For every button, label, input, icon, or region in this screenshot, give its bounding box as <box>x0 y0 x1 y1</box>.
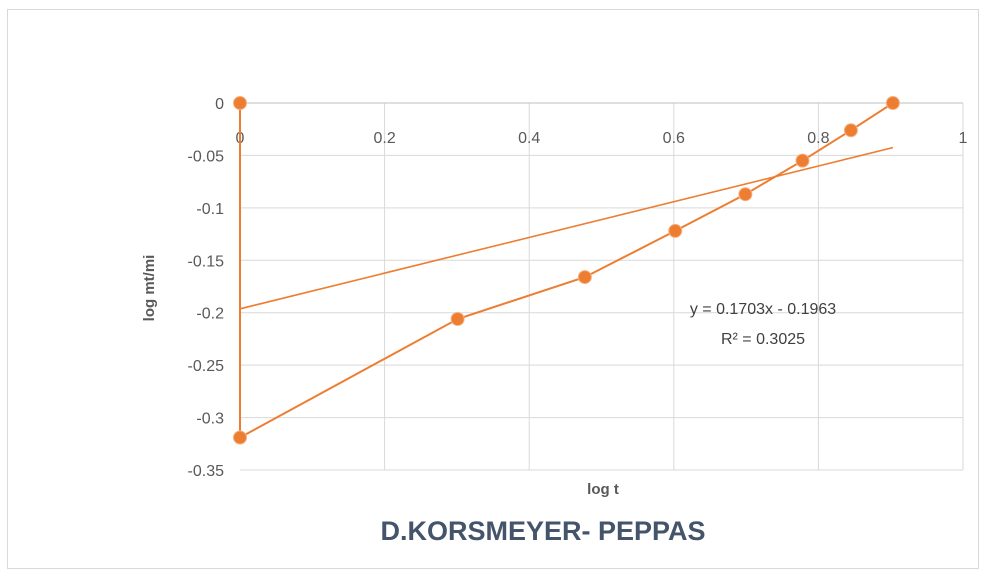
axes <box>240 102 963 471</box>
data-point <box>843 123 858 138</box>
y-tick-label: -0.2 <box>196 306 224 323</box>
chart-svg: 0 0.2 0.4 0.6 0.8 1 0 -0.05 -0.1 -0.15 -0.2 -0.25 -… <box>141 96 968 546</box>
data-point <box>885 96 900 110</box>
series-line <box>239 102 894 440</box>
y-tick-label: -0.35 <box>188 463 225 480</box>
data-point <box>577 270 592 285</box>
data-point <box>450 312 465 327</box>
y-tick-label: -0.15 <box>188 253 225 270</box>
data-point <box>233 430 247 445</box>
chart-frame <box>7 9 979 569</box>
trendline-equation: y = 0.1703x - 0.1963 <box>690 301 836 318</box>
grid-lines <box>240 103 964 471</box>
trendline-line <box>239 146 894 310</box>
chart-title: D.KORSMEYER- PEPPAS <box>380 516 705 546</box>
x-tick-label: 1 <box>959 130 968 147</box>
data-point <box>738 187 753 202</box>
y-tick-label: -0.3 <box>196 411 224 428</box>
y-tick-label: -0.1 <box>196 201 224 218</box>
y-axis-title: log mt/mi <box>141 255 158 322</box>
data-point <box>233 96 247 110</box>
data-points <box>233 96 900 445</box>
y-tick-label: -0.25 <box>188 358 225 375</box>
y-tick-label: -0.05 <box>188 148 225 165</box>
trendline-r-squared: R² = 0.3025 <box>721 331 805 348</box>
data-point <box>668 223 683 238</box>
x-axis-title: log t <box>587 481 619 498</box>
y-tick-label: 0 <box>215 96 224 113</box>
trendline <box>239 146 894 310</box>
y-tick-labels: 0 -0.05 -0.1 -0.15 -0.2 -0.25 -0.3 -0.35 <box>188 96 225 480</box>
x-tick-label: 0.2 <box>373 130 395 147</box>
x-tick-labels: 0 0.2 0.4 0.6 0.8 1 <box>236 130 968 147</box>
data-series <box>239 102 894 440</box>
x-tick-label: 0.8 <box>807 130 829 147</box>
x-tick-label: 0.6 <box>663 130 685 147</box>
x-tick-label: 0.4 <box>518 130 540 147</box>
data-point <box>795 153 810 168</box>
